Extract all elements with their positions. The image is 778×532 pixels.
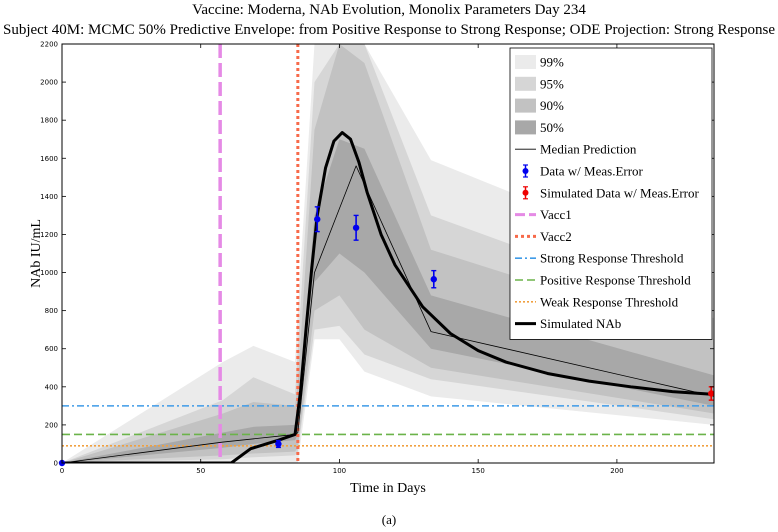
y-tick-label-10: 1800 [40, 117, 58, 125]
band-4 [62, 139, 714, 463]
y-tick-label-11: 2000 [40, 79, 58, 87]
x-axis-label: Time in Days [350, 481, 426, 496]
legend-label-11: Positive Response Threshold [540, 273, 691, 288]
legend: 99% 95% 90% 50% Median Prediction Data w/ Mea… [509, 47, 713, 340]
legend-label-4: 50% [540, 120, 564, 135]
legend-label-10: Strong Response Threshold [540, 251, 684, 266]
legend-item-10: Strong Response Threshold [515, 251, 684, 266]
envelope-bands [62, 44, 714, 463]
data-point-2 [275, 439, 282, 449]
y-tick-label-8: 1400 [40, 193, 58, 201]
legend-item-13: Simulated NAb [515, 316, 621, 331]
x-axis: 0 50 100 150 200 [60, 44, 624, 475]
legend-item-7: Simulated Data w/ Meas.Error [522, 185, 700, 200]
legend-label-7: Simulated Data w/ Meas.Error [540, 185, 700, 200]
legend-label-9: Vacc2 [540, 229, 572, 244]
y-tick-label-7: 1200 [40, 231, 58, 239]
data-point-5 [430, 269, 437, 289]
legend-item-5: Median Prediction [515, 142, 637, 157]
legend-label-13: Simulated NAb [540, 316, 621, 331]
legend-box [509, 47, 713, 340]
legend-item-8: Vacc1 [515, 207, 572, 222]
chart-subtitle: Subject 40M: MCMC 50% Predictive Envelop… [2, 22, 776, 38]
chart-title: Vaccine: Moderna, NAb Evolution, Monolix… [192, 2, 586, 18]
series-lines [62, 131, 714, 463]
median-prediction-line [62, 165, 714, 463]
chart-plot: 0 50 100 150 200 0 200 400 600 800 1000 1200 1400 16… [29, 41, 715, 496]
x-tick-label-3: 100 [333, 467, 346, 475]
x-tick-label-4: 150 [471, 467, 484, 475]
legend-item-1: 99% [515, 55, 564, 70]
data-point-4 [352, 214, 360, 241]
legend-item-3: 90% [515, 98, 564, 113]
x-tick-label-1: 0 [60, 467, 64, 475]
y-axis-label: NAb IU/mL [29, 219, 44, 288]
legend-item-2: 95% [515, 76, 564, 91]
y-tick-label-6: 1000 [40, 269, 58, 277]
x-tick-label-2: 50 [196, 467, 205, 475]
y-tick-label-12: 2200 [40, 41, 58, 49]
plot-frame [61, 43, 715, 464]
y-tick-label-4: 600 [45, 345, 58, 353]
legend-label-5: Median Prediction [540, 142, 637, 157]
legend-label-8: Vacc1 [540, 207, 572, 222]
data-point-3 [314, 206, 321, 233]
vaccination-lines [218, 44, 300, 463]
legend-item-11: Positive Response Threshold [515, 273, 691, 288]
legend-item-12: Weak Response Threshold [515, 294, 679, 309]
figure-caption: (a) [381, 512, 397, 527]
legend-label-1: 99% [540, 55, 564, 70]
legend-item-6: Data w/ Meas.Error [522, 164, 644, 179]
legend-label-12: Weak Response Threshold [540, 294, 679, 309]
threshold-lines [62, 405, 714, 447]
y-tick-label-2: 200 [45, 421, 58, 429]
legend-label-3: 90% [540, 98, 564, 113]
simulated-nab-line [62, 131, 714, 463]
y-tick-label-3: 400 [45, 383, 58, 391]
y-tick-label-9: 1600 [40, 155, 58, 163]
x-tick-label-5: 200 [610, 467, 623, 475]
data-points [58, 206, 715, 467]
legend-label-6: Data w/ Meas.Error [540, 164, 644, 179]
y-tick-label-5: 800 [45, 307, 58, 315]
legend-item-9: Vacc2 [515, 229, 572, 244]
legend-label-2: 95% [540, 76, 564, 91]
y-tick-label-1: 0 [54, 460, 58, 468]
legend-item-4: 50% [515, 120, 564, 135]
